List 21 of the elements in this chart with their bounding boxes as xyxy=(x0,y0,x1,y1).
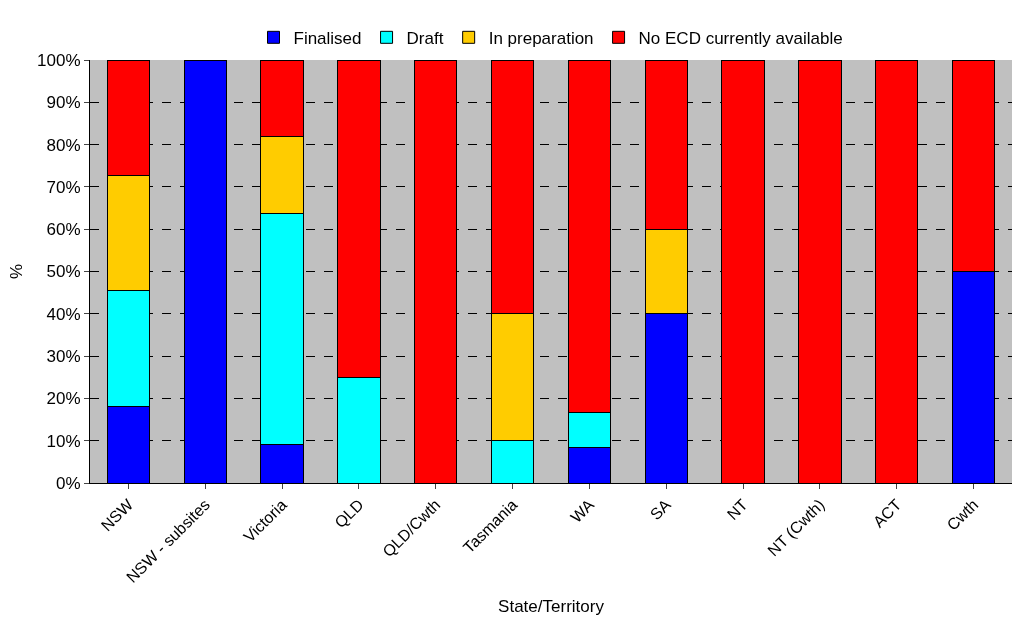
y-tick-label: 40% xyxy=(46,304,81,324)
x-tick-label: QLD xyxy=(331,495,367,532)
y-tick-label: 70% xyxy=(46,177,81,197)
y-tick-label: 60% xyxy=(46,220,81,240)
x-tick-label: NT xyxy=(723,495,752,524)
y-tick-label: 50% xyxy=(46,262,81,282)
x-tick-label: WA xyxy=(567,495,598,526)
y-axis-title: % xyxy=(6,263,26,280)
y-tick-label: 10% xyxy=(46,431,81,451)
y-tick-label: 90% xyxy=(46,93,81,113)
legend-label: Finalised xyxy=(293,28,362,48)
x-tick-label: SA xyxy=(646,495,675,524)
y-tick-label: 100% xyxy=(37,50,81,70)
legend-label: Draft xyxy=(406,28,444,48)
y-tick-label: 0% xyxy=(56,473,81,493)
y-tick-label: 80% xyxy=(46,135,81,155)
x-axis-title: State/Territory xyxy=(498,597,605,617)
y-tick-label: 30% xyxy=(46,347,81,367)
legend-label: In preparation xyxy=(488,28,594,48)
y-tick-label: 20% xyxy=(46,389,81,409)
legend-label: No ECD currently available xyxy=(638,28,843,48)
